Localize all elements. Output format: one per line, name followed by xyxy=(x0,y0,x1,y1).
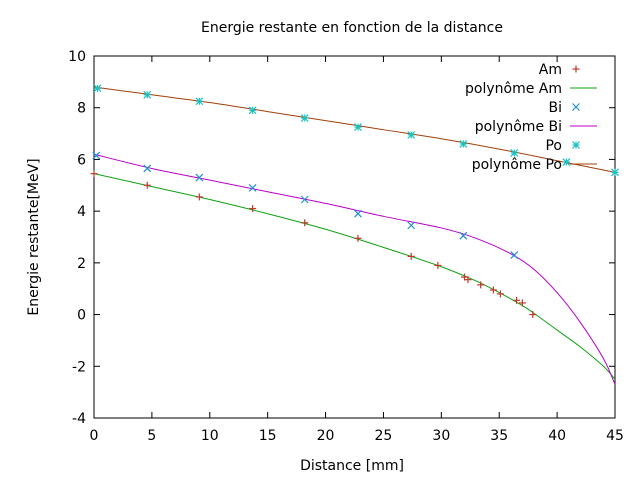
legend-label-po: Po xyxy=(545,138,562,154)
series-points xyxy=(90,84,619,319)
x-tick-label: 5 xyxy=(147,428,156,444)
y-tick-label: -4 xyxy=(72,411,86,427)
chart-title: Energie restante en fonction de la dista… xyxy=(201,20,503,36)
point-po xyxy=(300,114,309,122)
y-tick-label: 10 xyxy=(68,49,86,65)
legend-sample-am xyxy=(572,65,580,73)
legend-label-polyn-me-am: polynôme Am xyxy=(465,81,562,97)
point-bi xyxy=(354,209,362,218)
point-am xyxy=(489,286,497,294)
point-am xyxy=(407,252,415,260)
point-po xyxy=(510,149,519,157)
point-po xyxy=(248,106,257,115)
curve-polyn-me-po xyxy=(93,86,616,173)
y-tick-label: 2 xyxy=(77,256,86,272)
point-am xyxy=(143,181,151,189)
x-tick-label: 30 xyxy=(432,428,450,444)
point-am xyxy=(496,290,504,298)
legend-sample-po xyxy=(572,141,580,149)
point-bi xyxy=(510,251,519,260)
legend-label-am: Am xyxy=(539,62,562,78)
point-bi xyxy=(92,151,101,160)
point-am xyxy=(518,299,526,307)
point-bi xyxy=(248,183,257,192)
legend-label-bi: Bi xyxy=(549,100,563,116)
point-po xyxy=(354,123,362,132)
point-am xyxy=(477,281,485,289)
y-axis-label: Energie restante[MeV] xyxy=(26,158,42,315)
point-po xyxy=(195,97,204,106)
point-po xyxy=(459,139,468,148)
point-po xyxy=(407,130,416,139)
point-am xyxy=(513,296,521,304)
point-am xyxy=(301,219,309,227)
point-am xyxy=(195,193,203,201)
x-tick-label: 15 xyxy=(259,428,277,444)
legend: Am polynôme Am Bi polynôme Bi Po polynôme Po xyxy=(465,62,597,173)
axis-ticks: 0 5 10 15 20 25 30 35 40 45 -4 -2 0 2 4 6 8 10 xyxy=(68,49,624,444)
y-tick-label: 8 xyxy=(77,101,86,117)
point-po xyxy=(611,168,619,177)
point-am xyxy=(90,170,98,178)
x-tick-label: 40 xyxy=(548,428,566,444)
x-tick-label: 20 xyxy=(317,428,335,444)
legend-label-polyn-me-po: polynôme Po xyxy=(472,157,562,173)
x-tick-label: 45 xyxy=(606,428,624,444)
point-po xyxy=(562,158,571,166)
y-tick-label: 0 xyxy=(77,308,86,324)
x-tick-label: 0 xyxy=(90,428,99,444)
y-tick-label: 6 xyxy=(77,152,86,168)
point-po xyxy=(143,90,152,99)
legend-label-polyn-me-bi: polynôme Bi xyxy=(475,119,562,135)
point-bi xyxy=(459,231,468,240)
curve-polyn-me-am xyxy=(93,173,616,380)
x-tick-label: 35 xyxy=(490,428,508,444)
y-tick-label: 4 xyxy=(77,204,86,220)
plot-area: 0 5 10 15 20 25 30 35 40 45 -4 -2 0 2 4 6 8 10 xyxy=(68,49,624,444)
point-bi xyxy=(195,173,204,182)
x-tick-label: 10 xyxy=(201,428,219,444)
y-tick-label: -2 xyxy=(72,359,86,375)
legend-sample-bi xyxy=(572,103,580,111)
point-am xyxy=(354,234,362,242)
point-bi xyxy=(300,195,309,204)
point-bi xyxy=(407,221,416,230)
x-tick-label: 25 xyxy=(375,428,393,444)
plot-frame xyxy=(93,55,616,419)
point-am xyxy=(249,205,257,213)
point-bi xyxy=(143,164,152,173)
point-am xyxy=(434,261,442,269)
point-am xyxy=(529,311,537,319)
point-po xyxy=(93,84,102,93)
x-axis-label: Distance [mm] xyxy=(300,458,404,474)
point-am xyxy=(464,276,472,284)
